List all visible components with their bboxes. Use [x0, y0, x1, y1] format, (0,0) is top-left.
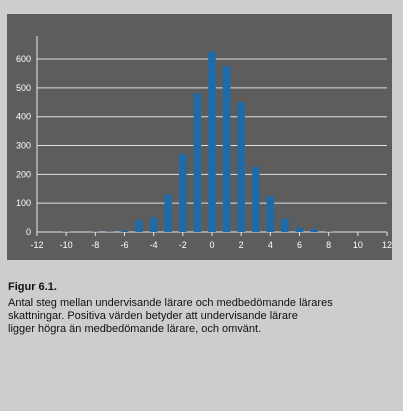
x-tick-label: 0: [209, 240, 214, 250]
bar: [281, 219, 289, 232]
y-tick-label: 200: [16, 169, 31, 179]
x-tick-label: -12: [30, 240, 43, 250]
caption-line: Antal steg mellan undervisande lärare oc…: [8, 297, 333, 309]
x-tick-label: -2: [179, 240, 187, 250]
x-tick-label: 12: [382, 240, 392, 250]
x-tick-label: 10: [353, 240, 363, 250]
figure-caption: Antal steg mellan undervisande lärare oc…: [8, 297, 398, 336]
bar: [164, 194, 173, 232]
x-tick-label: 4: [268, 240, 273, 250]
chart-panel: 0 100 200 300 400 500 600 -12 -10 -8 -6 -4 -2 0 2 4 6 8 10…: [7, 14, 392, 260]
bar: [310, 229, 318, 232]
bar: [179, 154, 187, 232]
y-tick-label: 0: [26, 227, 31, 237]
bar: [135, 220, 143, 232]
x-tick-label: 6: [297, 240, 302, 250]
x-tick-label: -4: [150, 240, 158, 250]
x-tick-label: -10: [60, 240, 73, 250]
x-tick-label: 2: [239, 240, 244, 250]
y-tick-label: 100: [16, 198, 31, 208]
bar: [237, 102, 245, 232]
x-tick-label: 8: [326, 240, 331, 250]
bar: [222, 66, 231, 232]
bar-chart: 0 100 200 300 400 500 600 -12 -10 -8 -6 -4 -2 0 2 4 6 8 10…: [16, 36, 392, 250]
bar: [120, 230, 129, 232]
x-tick-label: -8: [91, 240, 99, 250]
x-tick-label: -6: [120, 240, 128, 250]
bar: [208, 51, 216, 232]
bar: [295, 227, 304, 232]
y-tick-label: 600: [16, 54, 31, 64]
y-tick-label: 300: [16, 141, 31, 151]
y-tick-label: 500: [16, 83, 31, 93]
y-tick-label: 400: [16, 112, 31, 122]
caption-line: ligger högra än medbedömande lärare, och…: [8, 323, 262, 335]
caption-line: skattningar. Positiva värden betyder att…: [8, 310, 298, 322]
figure-caption-title: Figur 6.1.: [8, 281, 57, 293]
bar: [251, 167, 260, 232]
bar: [193, 93, 202, 233]
bar: [266, 195, 275, 232]
bar: [149, 217, 158, 232]
